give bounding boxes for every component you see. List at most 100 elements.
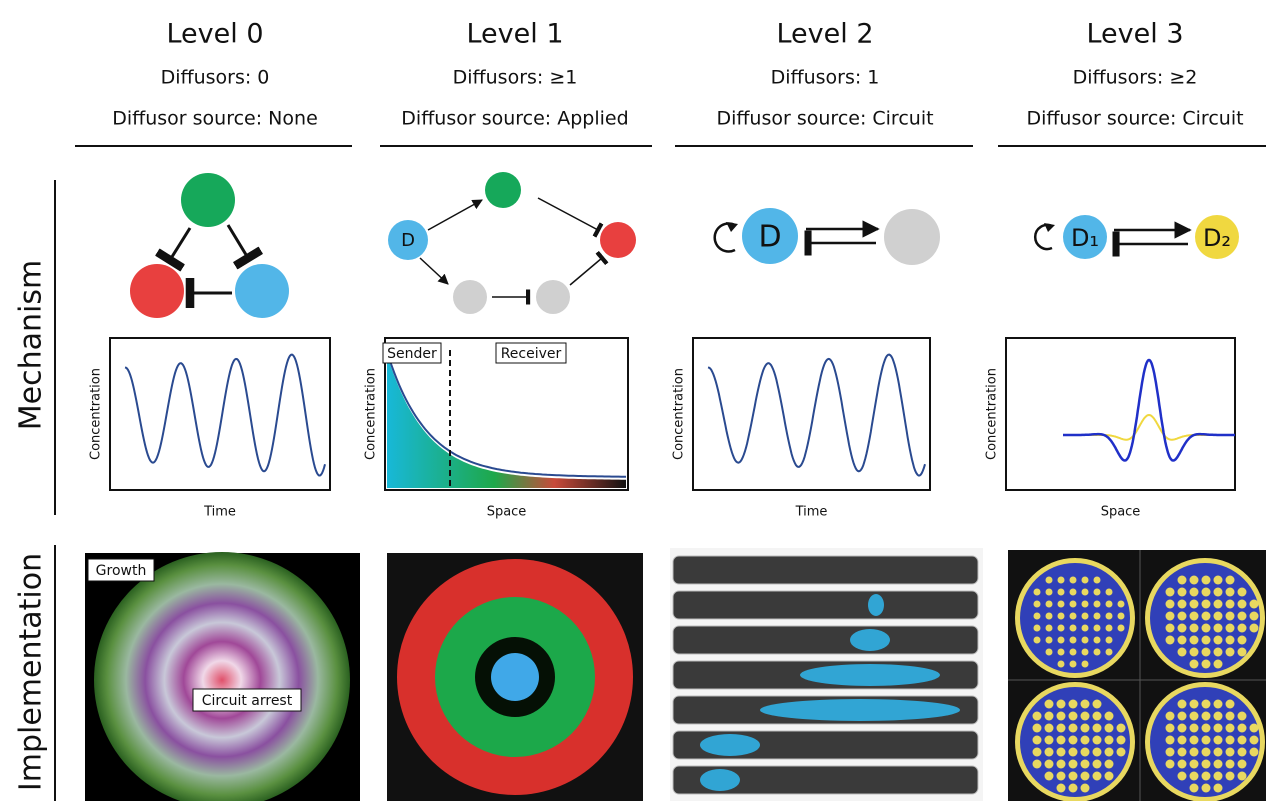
row-label: Mechanism — [14, 260, 49, 430]
spot — [1190, 600, 1199, 609]
annotation: Growth — [96, 563, 147, 579]
spot — [1117, 748, 1126, 757]
spot — [1202, 624, 1211, 633]
spot — [1105, 760, 1114, 769]
spot — [1082, 661, 1089, 668]
spot — [1070, 649, 1077, 656]
spot — [1202, 636, 1211, 645]
spot — [1238, 772, 1247, 781]
spot — [1190, 772, 1199, 781]
spot — [1058, 625, 1065, 632]
signal — [850, 629, 890, 651]
spot — [1081, 724, 1090, 733]
spot — [1033, 736, 1042, 745]
spot — [1178, 612, 1187, 621]
spot — [1094, 649, 1101, 656]
spot — [1033, 712, 1042, 721]
spot — [1106, 601, 1113, 608]
spot — [1034, 637, 1041, 644]
spot — [1214, 588, 1223, 597]
spot — [1226, 636, 1235, 645]
inhibitor-curve — [1063, 360, 1235, 461]
y-axis-label: Concentration — [364, 368, 379, 460]
spot — [1250, 612, 1259, 621]
spot — [1178, 624, 1187, 633]
spot — [1166, 624, 1175, 633]
spot — [1070, 661, 1077, 668]
spot — [1057, 772, 1066, 781]
spot — [1105, 748, 1114, 757]
spot — [1238, 588, 1247, 597]
spot — [1118, 625, 1125, 632]
spot — [1070, 625, 1077, 632]
spot — [1226, 760, 1235, 769]
activator-curve — [1063, 415, 1235, 440]
spot — [1046, 577, 1053, 584]
spot — [1070, 637, 1077, 644]
oscillation-curve — [708, 355, 925, 476]
spot — [1106, 589, 1113, 596]
diffusor-source: Diffusor source: Applied — [401, 108, 628, 130]
spot — [1202, 600, 1211, 609]
spot — [1045, 760, 1054, 769]
spot — [1093, 748, 1102, 757]
spot — [1117, 736, 1126, 745]
spot — [1238, 600, 1247, 609]
spot — [1081, 748, 1090, 757]
spot — [1178, 772, 1187, 781]
spot — [1046, 589, 1053, 596]
spot — [1093, 712, 1102, 721]
spot — [1045, 772, 1054, 781]
signal — [760, 699, 960, 721]
spot — [1238, 624, 1247, 633]
level0-image: Growth Circuit arrest — [85, 552, 360, 801]
row-label: Implementation — [14, 553, 49, 791]
signal — [700, 734, 760, 756]
spot — [1105, 724, 1114, 733]
spot — [1190, 612, 1199, 621]
spot — [1202, 760, 1211, 769]
spot — [1250, 736, 1259, 745]
spot — [1057, 748, 1066, 757]
column-title: Level 3 — [1086, 19, 1183, 50]
spot — [1166, 588, 1175, 597]
y-axis-label: Concentration — [985, 368, 1000, 460]
spot — [1238, 712, 1247, 721]
node-label: D₁ — [1071, 224, 1099, 252]
spot — [1178, 600, 1187, 609]
spot — [1238, 636, 1247, 645]
node-label: D — [758, 220, 781, 255]
spot — [1070, 601, 1077, 608]
spot — [1178, 724, 1187, 733]
spot — [1045, 748, 1054, 757]
spot — [1214, 712, 1223, 721]
diffusor-count: Diffusors: 1 — [771, 67, 880, 89]
spot — [1057, 760, 1066, 769]
spot — [1081, 700, 1090, 709]
spot — [1081, 760, 1090, 769]
spot — [1069, 724, 1078, 733]
diffusor-count: Diffusors: 0 — [161, 67, 270, 89]
spot — [1166, 600, 1175, 609]
spot — [1033, 760, 1042, 769]
spot — [1238, 760, 1247, 769]
spot — [1250, 748, 1259, 757]
spot — [1070, 577, 1077, 584]
spot — [1045, 700, 1054, 709]
spot — [1094, 577, 1101, 584]
spot — [1178, 576, 1187, 585]
spot — [1250, 624, 1259, 633]
spot — [1190, 724, 1199, 733]
x-axis-label: Space — [1101, 505, 1141, 520]
signal — [800, 664, 940, 686]
diffusor-count: Diffusors: ≥2 — [1073, 67, 1198, 89]
spot — [1214, 784, 1223, 793]
spot — [1046, 601, 1053, 608]
spot — [1226, 772, 1235, 781]
spot — [1166, 748, 1175, 757]
spot — [1190, 700, 1199, 709]
spot — [1214, 636, 1223, 645]
spot — [1250, 724, 1259, 733]
signal — [700, 769, 740, 791]
spot — [1057, 736, 1066, 745]
